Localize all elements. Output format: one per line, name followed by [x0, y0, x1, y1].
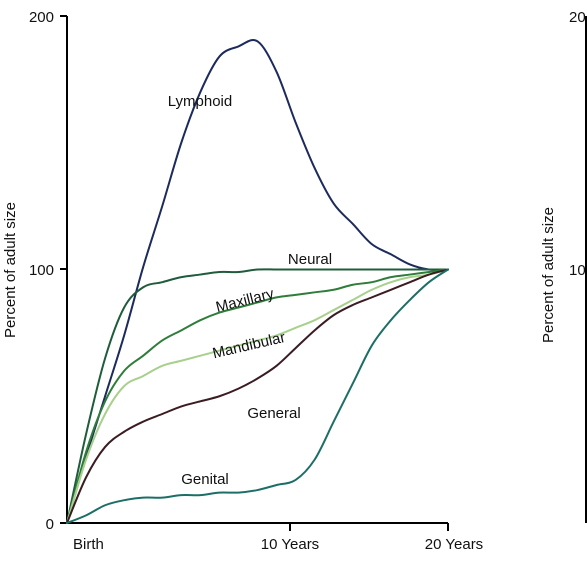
series-layer [66, 39, 449, 524]
series-line-genital [66, 268, 449, 524]
series-line-mandibular [66, 268, 449, 524]
series-line-maxillary [66, 268, 449, 524]
y-tick-label-0: 0 [46, 516, 54, 533]
x-tick-label-10-years: 10 Years [261, 536, 319, 553]
y-tick-label-200: 200 [29, 9, 54, 26]
series-label-lymphoid: Lymphoid [168, 93, 232, 110]
second-chart-y-axis-title: Percent of adult size [540, 207, 557, 343]
series-line-neural [66, 268, 449, 524]
series-label-mandibular: Mandibular [211, 329, 287, 362]
series-line-lymphoid [66, 39, 449, 524]
series-label-genital: Genital [181, 471, 229, 488]
x-tick-label-20-years: 20 Years [425, 536, 483, 553]
series-label-general: General [247, 405, 300, 422]
series-line-general [66, 268, 449, 524]
second-chart-y-tick-label-top: 20 [569, 9, 586, 26]
y-axis-title: Percent of adult size [2, 202, 19, 338]
series-label-maxillary: Maxillary [214, 285, 276, 316]
second-chart-y-tick-label-mid: 10 [569, 262, 586, 279]
series-label-neural: Neural [288, 251, 332, 268]
y-tick-label-100: 100 [29, 262, 54, 279]
x-tick-label-birth: Birth [73, 536, 104, 553]
